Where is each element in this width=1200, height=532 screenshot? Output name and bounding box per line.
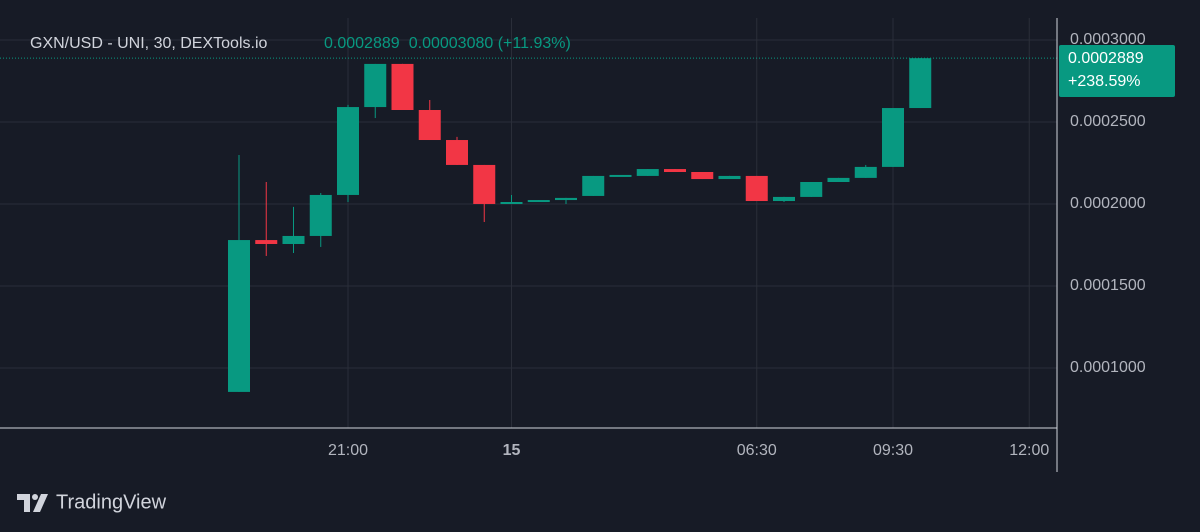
candle-body bbox=[527, 200, 550, 203]
candle-body bbox=[418, 110, 441, 141]
grid bbox=[0, 18, 1057, 428]
header-price: 0.0002889 bbox=[324, 35, 400, 52]
y-tick-label: 0.0001500 bbox=[1070, 277, 1146, 294]
candle-body bbox=[718, 175, 741, 180]
candle-body bbox=[337, 107, 359, 195]
candle-body bbox=[800, 182, 823, 197]
candle-body bbox=[555, 197, 577, 201]
candle-body bbox=[255, 240, 278, 244]
candle-body bbox=[228, 240, 250, 392]
candles bbox=[228, 58, 932, 392]
candle-body bbox=[309, 194, 332, 236]
x-tick-label: 06:30 bbox=[737, 442, 777, 459]
x-tick-label: 21:00 bbox=[328, 442, 368, 459]
candle-body bbox=[364, 63, 387, 108]
header-change: 0.00003080 (+11.93%) bbox=[409, 35, 571, 52]
candle-body bbox=[473, 164, 496, 204]
x-tick-label: 09:30 bbox=[873, 442, 913, 459]
y-tick-label: 0.0003000 bbox=[1070, 31, 1146, 48]
x-tick-label: 12:00 bbox=[1009, 442, 1049, 459]
candle-body bbox=[909, 58, 932, 109]
candle-body bbox=[282, 235, 305, 244]
candle-body bbox=[664, 169, 686, 172]
y-tick-label: 0.0001000 bbox=[1070, 359, 1146, 376]
candle-body bbox=[691, 171, 714, 180]
candle-body bbox=[745, 175, 768, 202]
candle-body bbox=[827, 177, 850, 182]
price-badge bbox=[1059, 45, 1175, 97]
price-badge-change: +238.59% bbox=[1068, 73, 1141, 90]
logo-part bbox=[33, 494, 48, 512]
candle-body bbox=[609, 174, 632, 177]
y-tick-label: 0.0002500 bbox=[1070, 113, 1146, 130]
candle-body bbox=[391, 63, 414, 111]
y-tick-label: 0.0002000 bbox=[1070, 195, 1146, 212]
candle-body bbox=[500, 202, 523, 205]
candle-body bbox=[773, 196, 795, 202]
price-badge-value: 0.0002889 bbox=[1068, 50, 1144, 67]
candle-body bbox=[582, 175, 605, 196]
x-tick-label: 15 bbox=[503, 442, 521, 459]
brand-logo bbox=[17, 494, 48, 512]
candle-body bbox=[882, 108, 904, 167]
labels: 0.0001000 0.0001500 0.0002000 0.0002500 0.00… bbox=[328, 31, 1146, 459]
candle-body bbox=[854, 166, 877, 178]
candle-body bbox=[446, 140, 468, 165]
candle-body bbox=[636, 169, 659, 176]
brand-name: TradingView bbox=[56, 491, 167, 513]
chart-title: GXN/USD - UNI, 30, DEXTools.io bbox=[30, 35, 268, 52]
logo-part bbox=[32, 494, 38, 500]
logo-part bbox=[17, 494, 30, 512]
